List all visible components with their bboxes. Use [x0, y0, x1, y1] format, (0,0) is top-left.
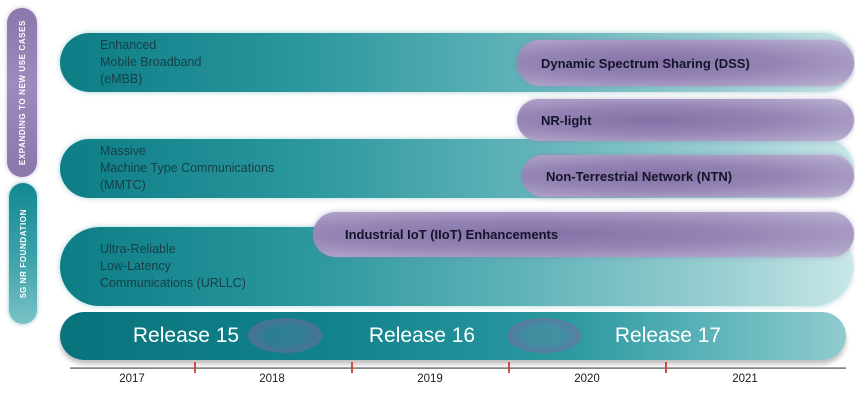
- side-label-expanding-pill: EXPANDING TO NEW USE CASES: [7, 8, 37, 177]
- side-label-foundation-pill: 5G NR FOUNDATION: [9, 183, 37, 324]
- timeline-line: [70, 367, 846, 369]
- release-bar: Release 15 Release 16 Release 17: [60, 312, 846, 360]
- year-label-2021: 2021: [732, 373, 758, 385]
- year-label-2019: 2019: [417, 373, 443, 385]
- feature-dss-label: Dynamic Spectrum Sharing (DSS): [541, 55, 750, 71]
- release-17-label: Release 17: [614, 324, 722, 347]
- year-label-2018: 2018: [259, 373, 285, 385]
- timeline-tick: [351, 362, 353, 373]
- release-boundary-ellipse-2: [507, 318, 581, 353]
- release-15-label: Release 15: [132, 324, 240, 347]
- timeline-tick: [194, 362, 196, 373]
- track-embb-label: Enhanced Mobile Broadband (eMBB): [100, 38, 202, 86]
- year-label-2020: 2020: [574, 373, 600, 385]
- feature-nr-light: NR-light: [517, 99, 854, 141]
- track-mmtc-label: Massive Machine Type Communications (MMT…: [100, 144, 275, 192]
- timeline-tick: [665, 362, 667, 373]
- feature-nr-light-label: NR-light: [541, 112, 592, 128]
- feature-ntn-label: Non-Terrestrial Network (NTN): [546, 168, 733, 184]
- track-urllc-label: Ultra-Reliable Low-Latency Communication…: [100, 242, 246, 290]
- year-label-2017: 2017: [119, 373, 145, 385]
- feature-iiot-label: Industrial IoT (IIoT) Enhancements: [345, 227, 559, 242]
- release-boundary-ellipse-1: [248, 318, 322, 353]
- side-label-expanding-text: EXPANDING TO NEW USE CASES: [17, 19, 27, 166]
- feature-iiot: Industrial IoT (IIoT) Enhancements: [313, 212, 854, 257]
- feature-dss: Dynamic Spectrum Sharing (DSS): [517, 40, 854, 86]
- feature-ntn: Non-Terrestrial Network (NTN): [522, 155, 854, 197]
- release-16-label: Release 16: [368, 324, 476, 347]
- side-label-foundation-text: 5G NR FOUNDATION: [18, 208, 28, 298]
- timeline-tick: [508, 362, 510, 373]
